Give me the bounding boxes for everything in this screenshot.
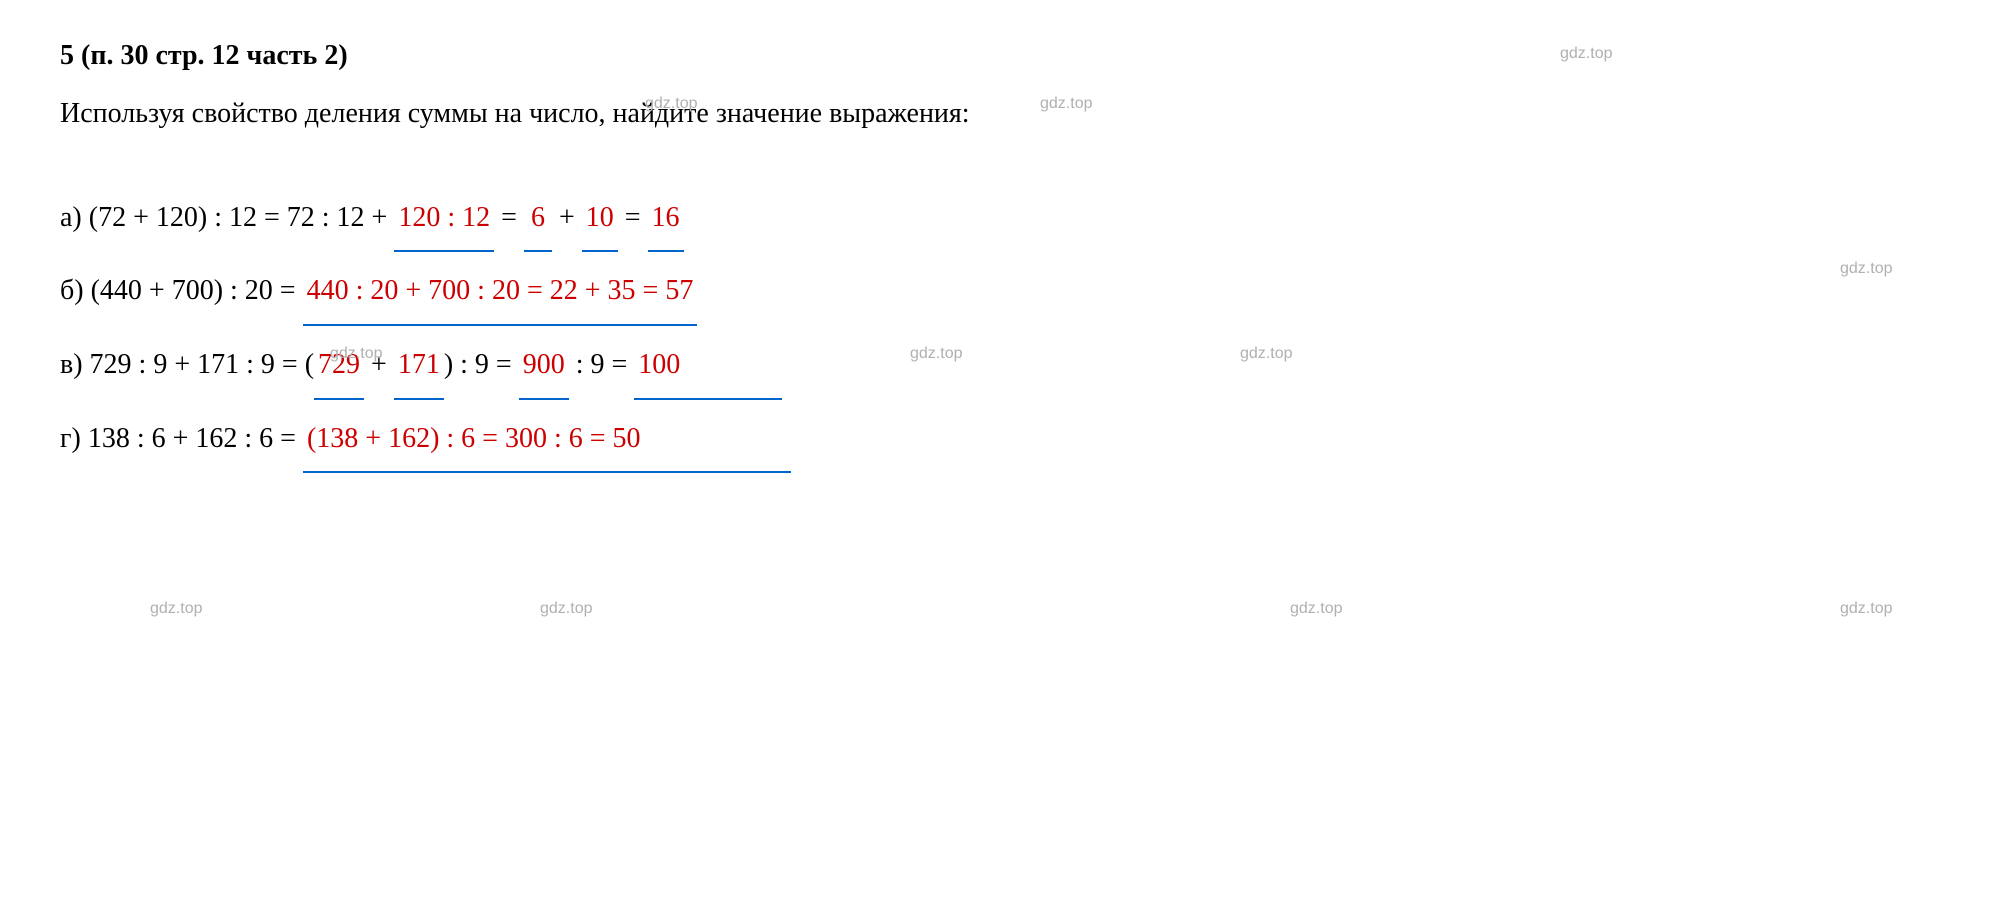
fill-a-4: 16 bbox=[648, 187, 684, 253]
problems-block: а) (72 + 120) : 12 = 72 : 12 + 120 : 12 … bbox=[60, 187, 1938, 473]
label-b: б) bbox=[60, 275, 84, 306]
problem-c: в) 729 : 9 + 171 : 9 = (729 + 171) : 9 =… bbox=[60, 334, 1938, 400]
watermark-text: gdz.top bbox=[330, 345, 382, 363]
mid-c-2: : 9 = bbox=[569, 349, 635, 380]
watermark-text: gdz.top bbox=[1040, 95, 1092, 113]
fill-d-1: (138 + 162) : 6 = 300 : 6 = 50 bbox=[303, 408, 791, 474]
prefix-c: 729 : 9 + 171 : 9 = ( bbox=[90, 349, 314, 380]
label-c: в) bbox=[60, 349, 83, 380]
instruction-text: Используя свойство деления суммы на числ… bbox=[60, 92, 1938, 137]
prefix-b: (440 + 700) : 20 = bbox=[91, 275, 303, 306]
prefix-a: (72 + 120) : 12 = 72 : 12 + bbox=[89, 202, 395, 233]
fill-c-1: 729 bbox=[314, 334, 364, 400]
watermark-text: gdz.top bbox=[150, 600, 202, 618]
page-container: 5 (п. 30 стр. 12 часть 2) Используя свой… bbox=[60, 40, 1938, 473]
watermark-text: gdz.top bbox=[910, 345, 962, 363]
watermark-text: gdz.top bbox=[1240, 345, 1292, 363]
mid-a-1: = bbox=[494, 202, 524, 233]
problem-a: а) (72 + 120) : 12 = 72 : 12 + 120 : 12 … bbox=[60, 187, 1938, 253]
prefix-d: 138 : 6 + 162 : 6 = bbox=[88, 423, 303, 454]
watermark-text: gdz.top bbox=[540, 600, 592, 618]
problem-b: б) (440 + 700) : 20 = 440 : 20 + 700 : 2… bbox=[60, 260, 1938, 326]
watermark-text: gdz.top bbox=[645, 95, 697, 113]
watermark-text: gdz.top bbox=[1840, 260, 1892, 278]
problem-number: 5 bbox=[60, 40, 74, 71]
watermark-text: gdz.top bbox=[1290, 600, 1342, 618]
problem-reference: (п. 30 стр. 12 часть 2) bbox=[81, 40, 348, 71]
watermark-text: gdz.top bbox=[1560, 45, 1612, 63]
label-d: г) bbox=[60, 423, 81, 454]
fill-b-1: 440 : 20 + 700 : 20 = 22 + 35 = 57 bbox=[303, 260, 698, 326]
mid-a-3: = bbox=[618, 202, 648, 233]
problem-header: 5 (п. 30 стр. 12 часть 2) bbox=[60, 40, 1938, 72]
fill-c-3: 900 bbox=[519, 334, 569, 400]
watermark-text: gdz.top bbox=[1840, 600, 1892, 618]
fill-c-4: 100 bbox=[634, 334, 782, 400]
problem-d: г) 138 : 6 + 162 : 6 = (138 + 162) : 6 =… bbox=[60, 408, 1938, 474]
after-paren-c: ) : 9 = bbox=[444, 349, 519, 380]
mid-a-2: + bbox=[552, 202, 582, 233]
fill-a-2: 6 bbox=[524, 187, 552, 253]
fill-a-1: 120 : 12 bbox=[394, 187, 494, 253]
label-a: а) bbox=[60, 202, 82, 233]
fill-a-3: 10 bbox=[582, 187, 618, 253]
fill-c-2: 171 bbox=[394, 334, 444, 400]
